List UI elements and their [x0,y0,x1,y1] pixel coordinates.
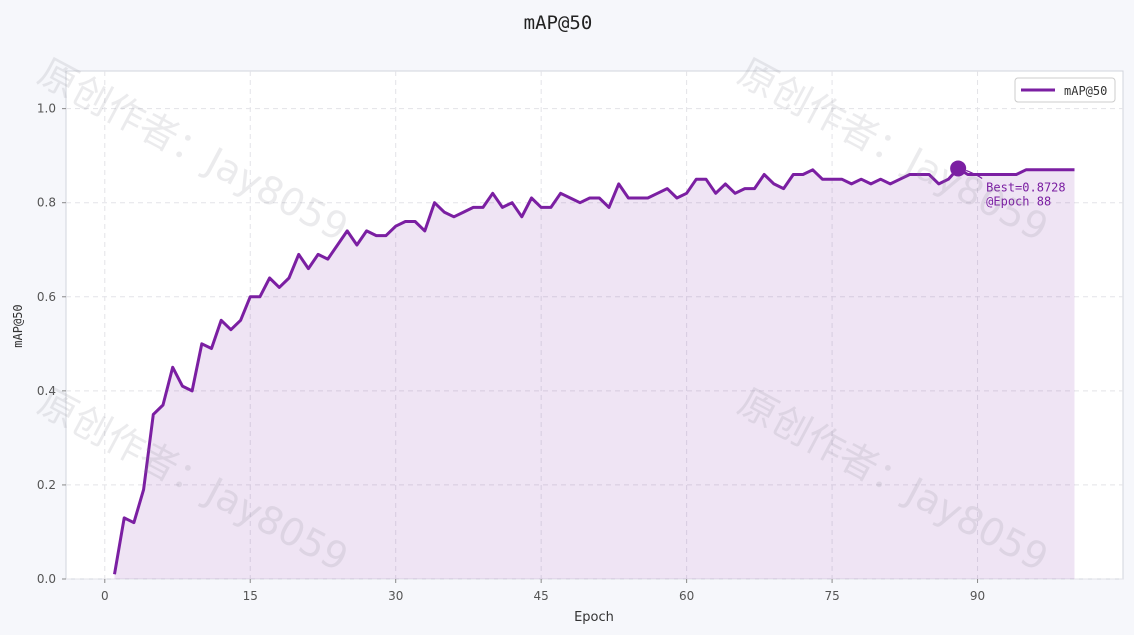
x-tick-label: 15 [243,589,258,603]
series-lines [113,167,1075,575]
best-point-marker [950,160,967,177]
best-annotation-text: @Epoch 88 [986,194,1051,208]
area-fill [114,168,1075,579]
y-axis-label: mAP@50 [11,304,25,347]
x-axis-label: Epoch [574,610,614,625]
x-tick-label: 90 [970,589,985,603]
annotations: Best=0.8728@Epoch 88 [950,160,1066,208]
axes: 0 15 30 45 60 75 90 0.0 0.2 0.4 0.6 0.8 1.0 [37,102,985,603]
y-tick-label: 0.6 [37,290,56,304]
best-annotation-text: Best=0.8728 [986,180,1065,194]
plot-area [65,70,1124,580]
x-tick-label: 60 [679,589,694,603]
y-tick-label: 0.8 [37,196,56,210]
legend-box [1014,77,1116,103]
x-tick-label: 45 [534,589,549,603]
annotation-arrow [965,169,983,179]
y-tick-label: 0.2 [37,478,56,492]
y-tick-label: 0.4 [37,384,56,398]
y-tick-label: 0.0 [37,572,56,586]
x-tick-label: 75 [824,589,839,603]
grid-lines [66,71,1123,580]
series-area [114,168,1075,579]
series-line [113,167,1075,575]
legend: mAP@50 [1014,77,1116,103]
legend-label: mAP@50 [1064,84,1107,98]
y-tick-label: 1.0 [37,102,56,116]
x-tick-label: 30 [388,589,403,603]
chart-title: mAP@50 [524,12,593,34]
x-tick-label: 0 [101,589,109,603]
